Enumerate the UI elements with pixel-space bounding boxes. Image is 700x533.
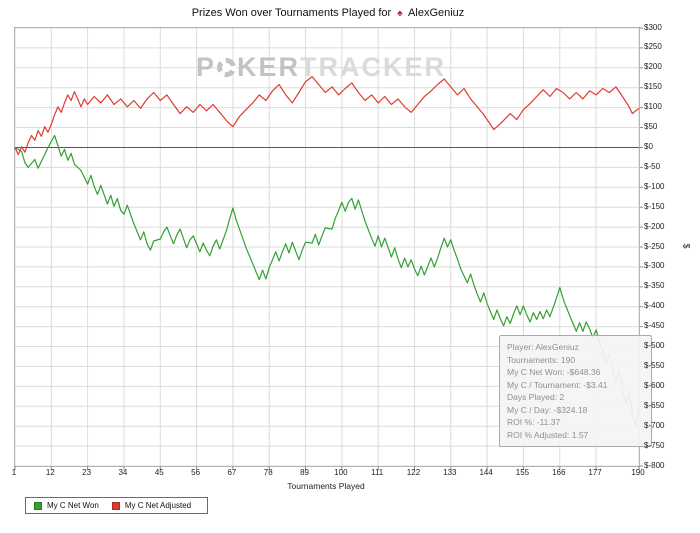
y-tick-label: $-350 — [644, 281, 665, 291]
chart-title-text: Prizes Won over Tournaments Played for — [191, 7, 392, 19]
x-axis-title: Tournaments Played — [287, 481, 365, 491]
legend-label-net-won: My C Net Won — [47, 501, 99, 510]
chart-title: Prizes Won over Tournaments Played for ♠… — [0, 7, 656, 19]
tooltip-line-player: Player: AlexGeniuz — [507, 342, 579, 352]
x-tick-label: 1 — [11, 468, 17, 477]
y-tick-label: $200 — [644, 62, 662, 72]
tooltip-line-per-day: My C / Day: -$324.18 — [507, 404, 588, 415]
tooltip-line-days-played: Days Played: 2 — [507, 392, 565, 402]
legend: My C Net Won My C Net Adjusted — [25, 497, 209, 514]
series-line-1 — [14, 75, 640, 156]
y-tick-label: $300 — [644, 22, 662, 32]
x-tick-label: 100 — [334, 468, 348, 477]
chart-title-player: AlexGeniuz — [408, 7, 465, 19]
y-tick-label: $-250 — [644, 241, 665, 251]
x-tick-label: 89 — [300, 468, 309, 477]
series-line-0 — [14, 134, 640, 427]
y-tick-label: $-600 — [644, 380, 665, 390]
tooltip-line-net-won: My C Net Won: -$648.36 — [507, 367, 601, 377]
tooltip-line-per-tournament: My C / Tournament: -$3.41 — [507, 379, 608, 390]
plot-area — [14, 27, 643, 470]
y-tick-label: $-750 — [644, 440, 665, 450]
x-tick-label: 34 — [118, 468, 128, 477]
pokertracker-suit-icon: ♠ — [397, 8, 403, 19]
y-tick-label: $-100 — [644, 181, 665, 191]
x-tick-label: 67 — [227, 468, 237, 477]
x-tick-label: 78 — [263, 468, 273, 477]
y-tick-label: $-400 — [644, 301, 665, 311]
x-tick-label: 23 — [82, 468, 92, 477]
y-tick-label: $-50 — [644, 161, 661, 171]
y-tick-label: $-150 — [644, 201, 665, 211]
x-tick-label: 122 — [406, 468, 421, 477]
x-tick-label: 144 — [479, 468, 493, 477]
tooltip-line-roi-adjusted: ROI % Adjusted: 1.57 — [507, 429, 589, 440]
y-tick-label: $0 — [644, 141, 653, 151]
x-tick-label: 12 — [45, 468, 55, 477]
y-tick-label: $-500 — [644, 341, 665, 351]
y-tick-label: $100 — [644, 102, 662, 112]
legend-swatch-net-adjusted — [111, 501, 120, 510]
y-tick-label: $-200 — [644, 221, 665, 231]
legend-label-net-adjusted: My C Net Adjusted — [124, 501, 192, 510]
x-tick-label: 166 — [552, 468, 566, 477]
y-tick-label: $-700 — [644, 420, 665, 430]
y-axis-title: $ — [681, 243, 692, 249]
tooltip-line-tournaments: Tournaments: 190 — [507, 354, 576, 365]
stats-tooltip: Player: AlexGeniuz Tournaments: 190 My C… — [499, 335, 652, 447]
x-tick-label: 111 — [371, 468, 384, 477]
x-tick-label: 155 — [515, 468, 530, 477]
x-tick-label: 45 — [154, 468, 164, 477]
legend-swatch-net-won — [34, 501, 42, 510]
y-tick-label: $250 — [644, 42, 662, 52]
y-tick-label: $150 — [644, 82, 662, 92]
y-tick-label: $-550 — [644, 360, 665, 370]
y-tick-label: $-450 — [644, 321, 665, 331]
y-tick-label: $-800 — [644, 460, 665, 470]
x-tick-label: 56 — [191, 468, 201, 477]
x-tick-label: 133 — [443, 468, 457, 477]
y-tick-label: $-300 — [644, 261, 665, 271]
x-tick-label: 177 — [588, 468, 602, 477]
y-tick-label: $-650 — [644, 400, 665, 410]
tooltip-line-roi: ROI %: -11.37 — [507, 417, 561, 427]
y-tick-label: $50 — [644, 122, 658, 132]
x-tick-label: 190 — [631, 468, 645, 477]
